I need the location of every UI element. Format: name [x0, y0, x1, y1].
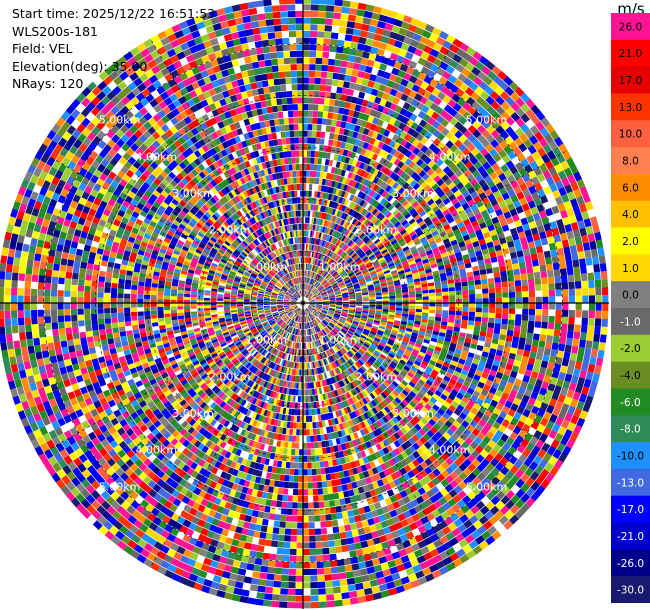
- colorbar-tick-label: 2.0: [622, 236, 639, 248]
- colorbar-segment: [611, 361, 650, 389]
- range-ring-label: 5.00km: [466, 114, 508, 127]
- ray-gates: [1, 4, 604, 607]
- range-ring-label: 4.00km: [429, 150, 471, 163]
- ray-gates: [2, 11, 600, 609]
- range-ring-labels: 1.00km 1.00km 1.00km 1.00km 2.00km 2.00km 2.00…: [99, 114, 507, 494]
- azimuth-spoke: [37, 149, 304, 304]
- colorbar-segment: [611, 200, 650, 229]
- colorbar-tick-label: 1.0: [622, 263, 639, 275]
- colorbar: 26.0 21.0 17.0 13.0 10.0 8.0 6.0 4.0 2.0 1.0 0.0 -1…: [611, 13, 650, 603]
- colorbar-tick-label: -30.0: [617, 585, 644, 597]
- colorbar-segment: [611, 93, 650, 121]
- colorbar-tick-label: 10.0: [619, 129, 642, 141]
- range-ring-label: 1.00km: [246, 334, 288, 347]
- azimuth-spoke: [302, 149, 569, 304]
- colorbar-tick-label: 6.0: [622, 182, 639, 194]
- colorbar-segment: [611, 522, 650, 550]
- colorbar-segment: [611, 576, 650, 603]
- colorbar-tick-label: -1.0: [620, 316, 641, 328]
- colorbar-tick-label: -6.0: [620, 397, 641, 409]
- station-label: WLS200s-181: [12, 23, 98, 39]
- range-ring-label: 5.00km: [99, 480, 141, 493]
- colorbar-segment: [611, 147, 650, 175]
- range-ring-label: 2.00km: [356, 224, 398, 237]
- range-ring-label: 1.00km: [246, 260, 288, 273]
- colorbar-tick-label: 13.0: [619, 102, 642, 114]
- colorbar-tick-label: -8.0: [620, 424, 641, 436]
- colorbar-tick-label: 8.0: [622, 156, 639, 168]
- colorbar-segment: [611, 254, 650, 282]
- colorbar-tick-label: 21.0: [619, 48, 642, 60]
- ray-gates: [11, 4, 594, 601]
- colorbar-tick-label: -13.0: [617, 477, 644, 489]
- azimuth-spoke: [302, 37, 457, 304]
- range-ring-label: 3.00km: [392, 187, 434, 200]
- range-ring-label: 5.00km: [99, 114, 141, 127]
- colorbar-tick-label: -21.0: [617, 531, 644, 543]
- nrays-label: NRays: 120: [12, 76, 84, 91]
- colorbar-tick-label: 17.0: [619, 75, 642, 87]
- range-ring-label: 3.00km: [172, 187, 214, 200]
- colorbar-segment: [611, 495, 650, 524]
- colorbar-segment: [611, 549, 650, 577]
- colorbar-tick-label: -4.0: [620, 370, 641, 382]
- colorbar-tick-label: -17.0: [617, 504, 644, 516]
- azimuth-spoke: [149, 37, 304, 304]
- colorbar-tick-label: -2.0: [620, 343, 641, 355]
- field-label: Field: VEL: [12, 41, 73, 56]
- radar-rays: [0, 0, 609, 609]
- start-time-label: Start time: 2025/12/22 16:51:53: [12, 6, 216, 21]
- range-ring-label: 1.00km: [319, 334, 361, 347]
- colorbar-tick-label: 26.0: [619, 21, 642, 33]
- range-ring-label: 4.00km: [136, 444, 178, 457]
- range-ring-label: 5.00km: [466, 480, 508, 493]
- colorbar-segment: [611, 415, 650, 443]
- range-ring-label: 3.00km: [172, 407, 214, 420]
- range-ring-label: 2.00km: [209, 224, 251, 237]
- colorbar-segment: [611, 334, 650, 363]
- colorbar-segment: [611, 173, 650, 202]
- range-ring-label: 2.00km: [356, 370, 398, 383]
- colorbar-segment: [611, 13, 650, 41]
- ray-gates: [0, 2, 609, 602]
- colorbar-tick-label: 4.0: [622, 209, 639, 221]
- azimuth-spoke: [149, 302, 304, 569]
- colorbar-segment: [611, 39, 650, 68]
- colorbar-segment: [611, 227, 650, 255]
- colorbar-segment: [611, 388, 650, 416]
- azimuth-spoke: [37, 302, 304, 457]
- range-ring-grid: [0, 0, 609, 609]
- colorbar-segment: [611, 468, 650, 497]
- colorbar-segment: [611, 66, 650, 94]
- colorbar-segment: [611, 120, 650, 148]
- scan-info: Start time: 2025/12/22 16:51:53 WLS200s-…: [12, 5, 215, 93]
- range-ring-label: 1.00km: [319, 260, 361, 273]
- range-ring-label: 4.00km: [136, 150, 178, 163]
- colorbar-tick-label: 0.0: [622, 290, 639, 302]
- colorbar-segment: [611, 442, 650, 470]
- range-ring-label: 3.00km: [392, 407, 434, 420]
- ppi-velocity-plot: 1.00km 1.00km 1.00km 1.00km 2.00km 2.00km 2.00…: [0, 0, 609, 609]
- elevation-label: Elevation(deg): 35.00: [12, 58, 148, 74]
- colorbar-segment: [611, 281, 650, 309]
- ray-gates: [4, 12, 608, 602]
- azimuth-spoke: [302, 302, 457, 569]
- colorbar-tick-label: -10.0: [617, 451, 644, 463]
- azimuth-spoke: [302, 302, 569, 457]
- colorbar-segment: [611, 308, 650, 336]
- colorbar-tick-label: -26.0: [617, 558, 644, 570]
- range-ring-label: 4.00km: [429, 444, 471, 457]
- range-ring-label: 2.00km: [209, 370, 251, 383]
